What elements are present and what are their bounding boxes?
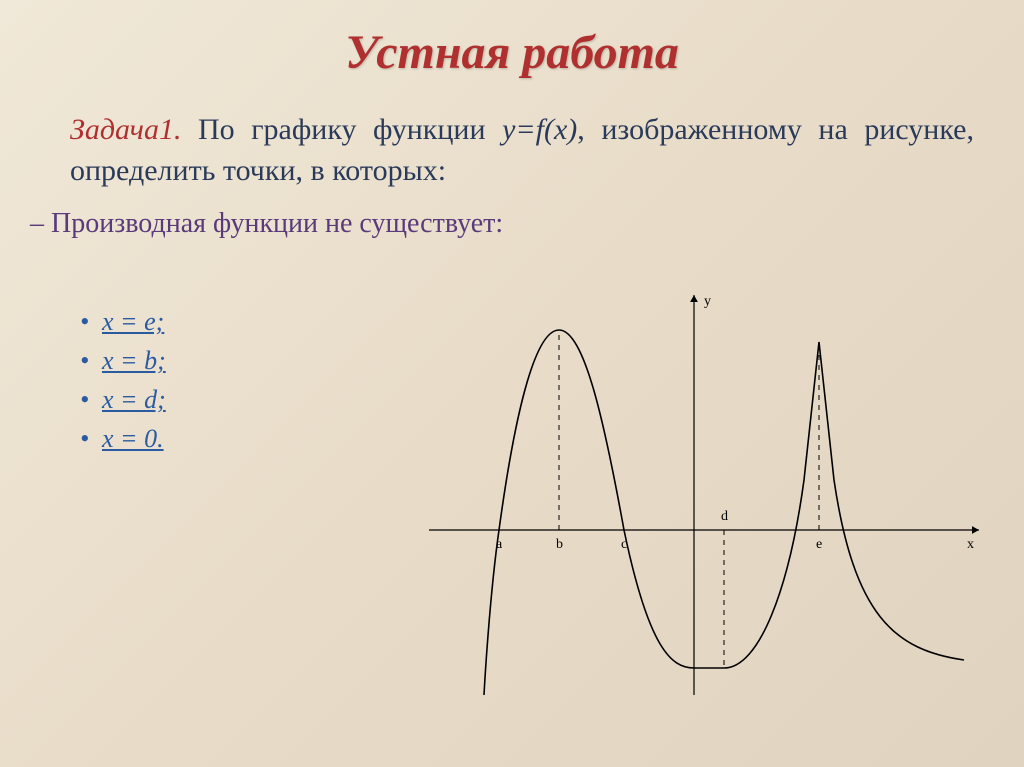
- page-title: Устная работа: [0, 0, 1024, 80]
- function-graph: x y a b c d e: [424, 280, 984, 710]
- task-label: Задача1.: [70, 113, 181, 146]
- svg-text:c: c: [621, 537, 627, 552]
- task-text-before: По графику функции: [181, 113, 502, 146]
- svg-text:e: e: [816, 537, 822, 552]
- task-formula: y=f(x): [502, 113, 577, 146]
- svg-text:a: a: [496, 537, 503, 552]
- svg-text:x: x: [967, 537, 974, 552]
- subtask-text: – Производная функции не существует:: [0, 201, 1024, 242]
- svg-text:d: d: [721, 509, 728, 524]
- svg-text:b: b: [556, 537, 563, 552]
- svg-text:y: y: [704, 294, 711, 309]
- task-text: Задача1. По графику функции y=f(x), изоб…: [0, 80, 1024, 201]
